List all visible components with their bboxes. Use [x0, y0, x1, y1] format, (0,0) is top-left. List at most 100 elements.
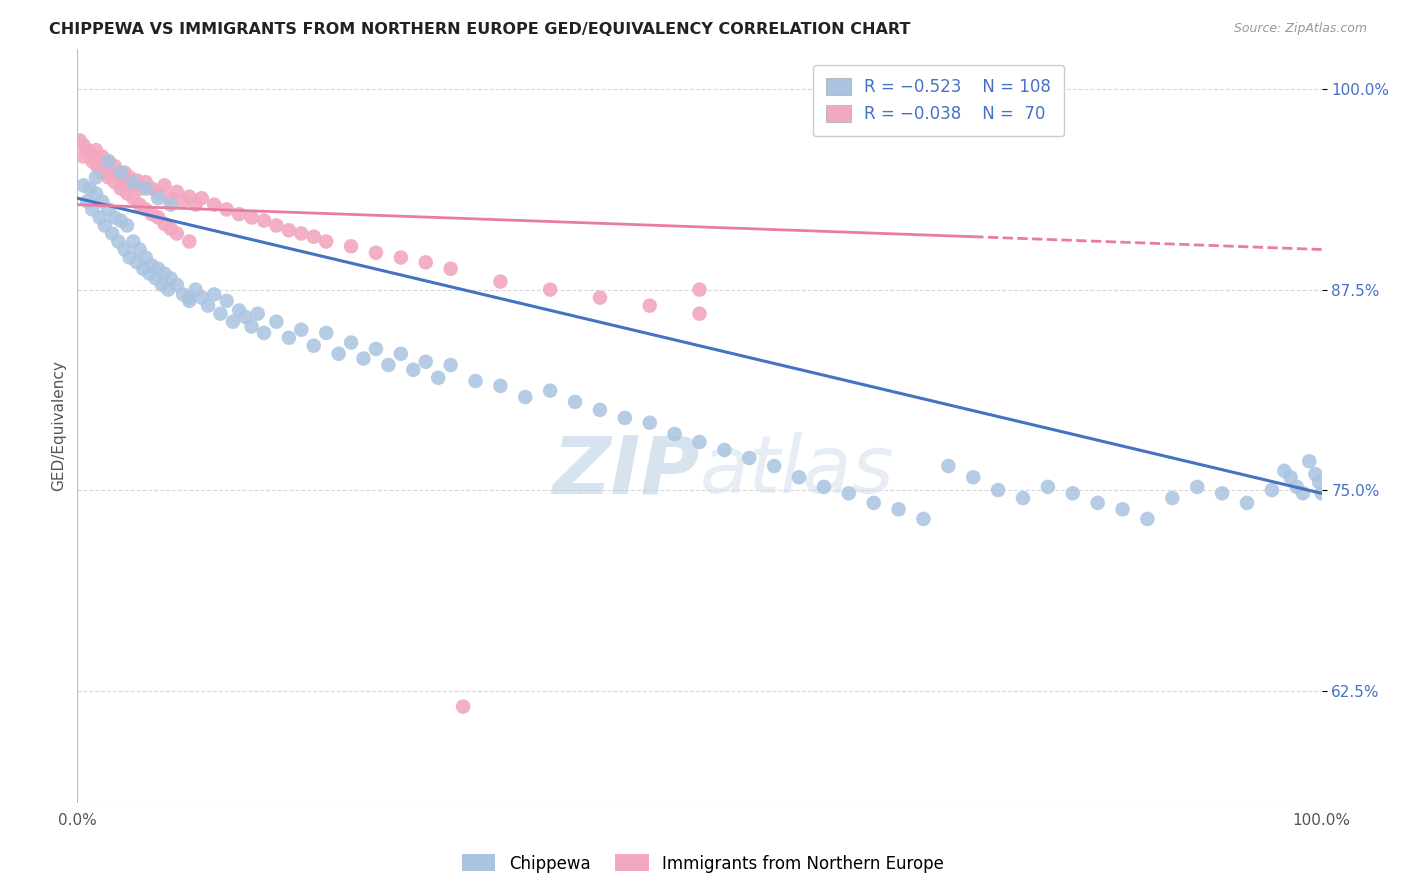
Point: [1308, 475, 1330, 489]
Point: [118, 251, 141, 265]
Point: [132, 261, 155, 276]
Point: [72, 178, 94, 193]
Point: [266, 219, 288, 233]
Point: [110, 165, 132, 179]
Point: [84, 143, 107, 157]
Point: [118, 170, 141, 185]
Legend: R = −0.523    N = 108, R = −0.038    N =  70: R = −0.523 N = 108, R = −0.038 N = 70: [813, 65, 1064, 136]
Point: [1285, 480, 1308, 494]
Point: [912, 512, 935, 526]
Point: [122, 178, 145, 193]
Point: [1136, 512, 1159, 526]
Point: [122, 235, 145, 249]
Point: [240, 211, 263, 225]
Point: [97, 170, 120, 185]
Point: [135, 181, 157, 195]
Point: [91, 194, 114, 209]
Point: [1305, 467, 1327, 481]
Point: [128, 197, 150, 211]
Point: [1298, 454, 1320, 468]
Point: [107, 235, 129, 249]
Point: [763, 458, 786, 473]
Point: [266, 315, 288, 329]
Point: [340, 239, 363, 253]
Point: [93, 219, 115, 233]
Point: [1211, 486, 1233, 500]
Point: [135, 175, 157, 189]
Point: [179, 291, 201, 305]
Point: [589, 291, 612, 305]
Point: [638, 299, 661, 313]
Point: [84, 186, 107, 201]
Point: [253, 213, 276, 227]
Point: [1310, 486, 1333, 500]
Point: [328, 347, 350, 361]
Point: [246, 307, 269, 321]
Point: [787, 470, 810, 484]
Point: [157, 283, 180, 297]
Point: [233, 310, 256, 324]
Point: [148, 211, 170, 225]
Point: [364, 342, 387, 356]
Point: [1292, 486, 1315, 500]
Point: [84, 170, 107, 185]
Point: [440, 261, 463, 276]
Point: [172, 194, 194, 209]
Point: [191, 191, 214, 205]
Point: [364, 245, 387, 260]
Point: [115, 175, 138, 189]
Point: [115, 219, 138, 233]
Point: [166, 227, 188, 241]
Point: [489, 379, 512, 393]
Text: atlas: atlas: [700, 432, 894, 510]
Point: [589, 403, 612, 417]
Point: [1062, 486, 1084, 500]
Point: [464, 374, 486, 388]
Point: [862, 496, 884, 510]
Point: [114, 243, 136, 257]
Point: [79, 146, 101, 161]
Point: [427, 371, 450, 385]
Point: [82, 154, 104, 169]
Point: [315, 326, 337, 340]
Point: [76, 143, 98, 157]
Point: [538, 283, 561, 297]
Point: [153, 267, 176, 281]
Point: [104, 211, 127, 225]
Point: [1187, 480, 1209, 494]
Point: [1087, 496, 1109, 510]
Point: [664, 426, 686, 441]
Point: [138, 267, 160, 281]
Point: [613, 411, 636, 425]
Point: [148, 191, 170, 205]
Point: [290, 323, 312, 337]
Point: [153, 178, 176, 193]
Point: [93, 159, 115, 173]
Point: [79, 181, 101, 195]
Point: [148, 261, 170, 276]
Point: [179, 235, 201, 249]
Point: [114, 165, 136, 179]
Point: [72, 138, 94, 153]
Point: [228, 207, 250, 221]
Point: [166, 185, 188, 199]
Point: [240, 319, 263, 334]
Point: [101, 227, 124, 241]
Point: [415, 355, 437, 369]
Point: [191, 291, 214, 305]
Point: [340, 335, 363, 350]
Point: [713, 442, 735, 457]
Point: [838, 486, 860, 500]
Text: ZIP: ZIP: [553, 432, 700, 510]
Point: [104, 175, 127, 189]
Point: [202, 287, 225, 301]
Point: [89, 154, 111, 169]
Point: [209, 307, 232, 321]
Point: [515, 390, 537, 404]
Point: [159, 191, 181, 205]
Point: [150, 277, 173, 292]
Point: [184, 197, 207, 211]
Point: [125, 173, 148, 187]
Point: [538, 384, 561, 398]
Point: [91, 165, 114, 179]
